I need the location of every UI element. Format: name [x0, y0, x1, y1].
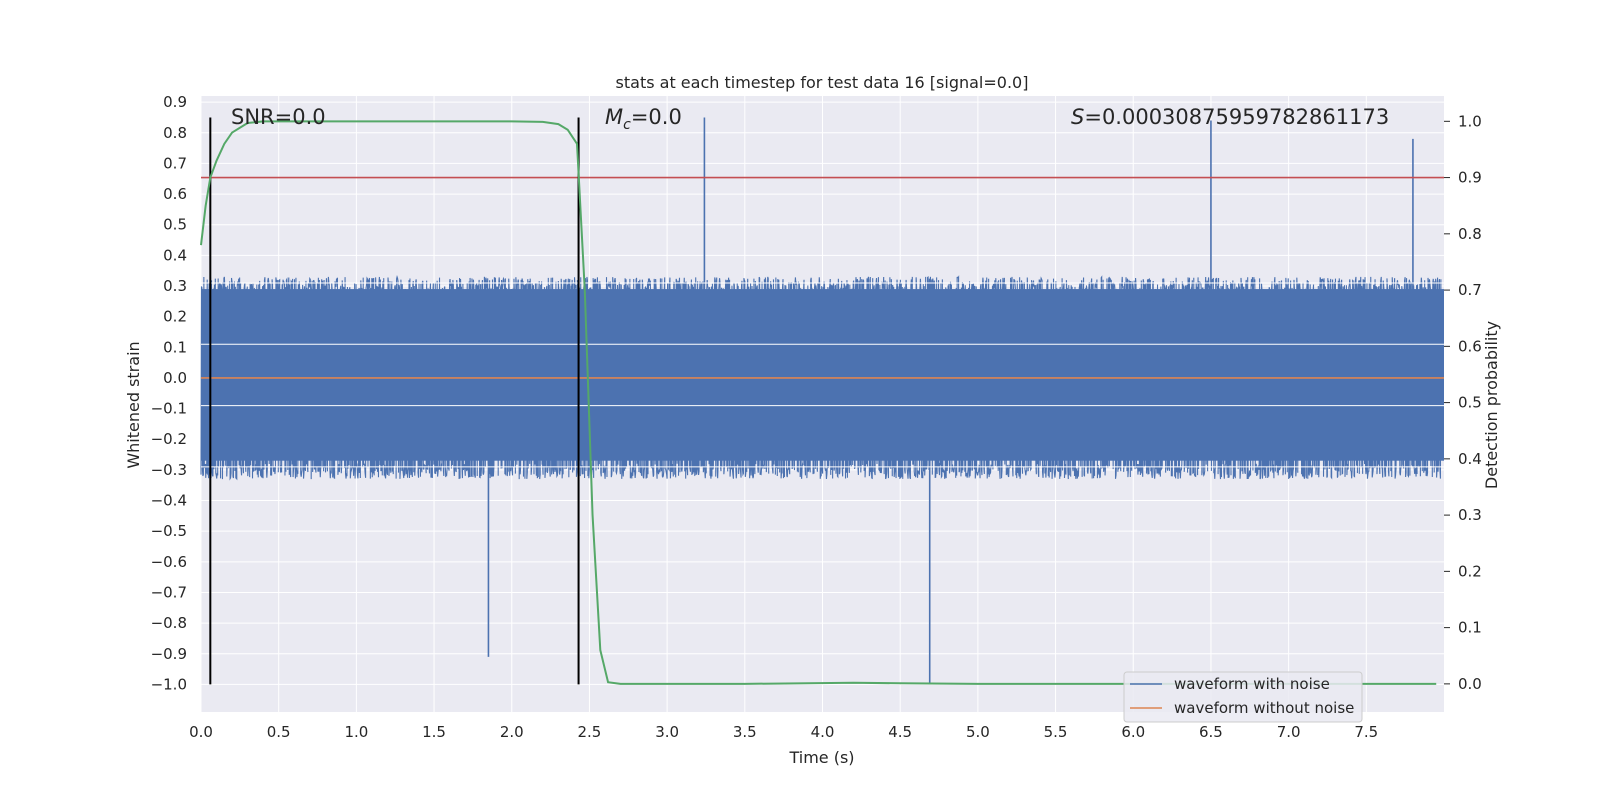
legend-label-with-noise: waveform with noise [1174, 675, 1330, 693]
x-tick-label: 1.5 [422, 723, 446, 741]
x-tick-label: 0.0 [189, 723, 213, 741]
x-tick-label: 6.0 [1121, 723, 1145, 741]
y-left-tick-label: 0.9 [163, 93, 187, 111]
annotation-score: S=0.00030875959782861173 [1071, 105, 1389, 129]
x-tick-label: 2.5 [578, 723, 602, 741]
y-left-tick-label: −1.0 [151, 675, 187, 693]
series-waveform-with-noise [200, 117, 1444, 685]
x-tick-label: 7.5 [1354, 723, 1378, 741]
x-tick-label: 3.5 [733, 723, 757, 741]
x-axis-label: Time (s) [788, 748, 854, 767]
annotation-snr: SNR=0.0 [231, 105, 326, 129]
y-left-tick-label: −0.5 [151, 522, 187, 540]
y-left-tick-label: −0.3 [151, 461, 187, 479]
y-left-tick-label: −0.8 [151, 614, 187, 632]
y-right-tick-label: 0.3 [1458, 506, 1482, 524]
x-tick-label: 7.0 [1277, 723, 1301, 741]
noise-trace [200, 275, 1442, 481]
y-left-tick-label: 0.4 [163, 246, 187, 264]
y-right-tick-label: 0.5 [1458, 394, 1482, 412]
x-tick-label: 0.5 [267, 723, 291, 741]
y-axis-label-right: Detection probability [1482, 321, 1501, 489]
x-tick-label: 5.5 [1044, 723, 1068, 741]
y-left-tick-label: 0.2 [163, 308, 187, 326]
y-left-tick-label: 0.6 [163, 185, 187, 203]
y-right-tick-label: 0.7 [1458, 281, 1482, 299]
x-tick-label: 5.0 [966, 723, 990, 741]
y-left-tick-label: −0.9 [151, 645, 187, 663]
x-tick-label: 2.0 [500, 723, 524, 741]
y-left-tick-label: 0.5 [163, 216, 187, 234]
y-right-tick-label: 0.9 [1458, 169, 1482, 187]
legend-box [1123, 671, 1363, 723]
y-left-tick-label: 0.3 [163, 277, 187, 295]
y-right-tick-label: 0.6 [1458, 337, 1482, 355]
y-left-tick-label: 0.1 [163, 338, 187, 356]
detection-probability-line [200, 120, 1437, 685]
y-axis-label-left: Whitened strain [124, 341, 143, 468]
y-right-tick-label: 0.2 [1458, 562, 1482, 580]
legend-label-without-noise: waveform without noise [1174, 699, 1354, 717]
y-right-tick-label: 0.1 [1458, 619, 1482, 637]
x-tick-label: 4.0 [811, 723, 835, 741]
tick-labels: 0.0 0.5 1.0 1.5 2.0 2.5 3.0 3.5 4.0 4.5 5.0 5.5 6.0 6… [151, 93, 1482, 741]
annotation-chirp-mass: Mc=0.0 [605, 105, 682, 133]
y-left-tick-label: −0.7 [151, 583, 187, 601]
series-lines [200, 117, 1444, 685]
x-tick-label: 1.0 [344, 723, 368, 741]
y-left-tick-label: 0.0 [163, 369, 187, 387]
noise-dense-band [201, 289, 1444, 461]
legend: waveform with noise waveform without noi… [1123, 671, 1363, 723]
y-right-tick-label: 1.0 [1458, 112, 1482, 130]
chart-title: stats at each timestep for test data 16 … [616, 73, 1029, 92]
y-left-tick-label: −0.2 [151, 430, 187, 448]
x-tick-label: 3.0 [655, 723, 679, 741]
y-right-tick-label: 0.0 [1458, 675, 1482, 693]
y-left-tick-label: −0.4 [151, 492, 187, 510]
y-left-tick-label: 0.8 [163, 124, 187, 142]
y-left-tick-label: −0.1 [151, 400, 187, 418]
y-right-tick-label: 0.4 [1458, 450, 1482, 468]
y-left-tick-label: −0.6 [151, 553, 187, 571]
x-tick-label: 6.5 [1199, 723, 1223, 741]
x-tick-label: 4.5 [888, 723, 912, 741]
y-right-tick-label: 0.8 [1458, 225, 1482, 243]
y-left-tick-label: 0.7 [163, 154, 187, 172]
